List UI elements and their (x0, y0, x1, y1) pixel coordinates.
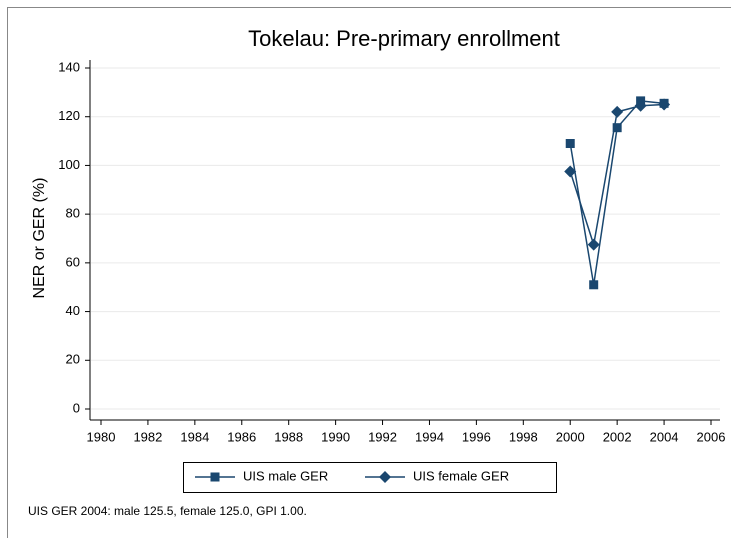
x-tick-label: 2000 (556, 429, 585, 444)
legend-label: UIS male GER (243, 468, 328, 483)
frame (7, 7, 731, 538)
note: UIS GER 2004: male 125.5, female 125.0, … (28, 504, 307, 518)
x-tick-label: 1996 (462, 429, 491, 444)
marker (564, 165, 577, 178)
chart-title: Tokelau: Pre-primary enrollment (248, 26, 560, 51)
x-tick-label: 1980 (87, 429, 116, 444)
marker (589, 280, 599, 290)
y-tick-label: 0 (73, 400, 80, 415)
y-tick-label: 120 (58, 108, 80, 123)
marker (587, 238, 600, 251)
x-tick-label: 2006 (697, 429, 726, 444)
y-tick-label: 80 (66, 206, 80, 221)
marker (634, 99, 647, 112)
y-tick-label: 140 (58, 59, 80, 74)
marker (210, 472, 220, 482)
x-tick-label: 1982 (133, 429, 162, 444)
y-axis-label: NER or GER (%) (31, 178, 48, 299)
x-tick-label: 1988 (274, 429, 303, 444)
y-tick-label: 20 (66, 352, 80, 367)
y-tick-label: 60 (66, 254, 80, 269)
x-tick-label: 1998 (509, 429, 538, 444)
y-tick-label: 40 (66, 303, 80, 318)
legend-label: UIS female GER (413, 468, 509, 483)
y-tick-label: 100 (58, 157, 80, 172)
x-tick-label: 1992 (368, 429, 397, 444)
marker (658, 98, 671, 111)
x-tick-label: 2004 (650, 429, 679, 444)
marker (565, 139, 575, 149)
marker (612, 123, 622, 133)
marker (611, 105, 624, 118)
x-tick-label: 1986 (227, 429, 256, 444)
x-tick-label: 2002 (603, 429, 632, 444)
x-tick-label: 1994 (415, 429, 444, 444)
x-tick-label: 1990 (321, 429, 350, 444)
marker (379, 471, 391, 483)
x-tick-label: 1984 (180, 429, 209, 444)
